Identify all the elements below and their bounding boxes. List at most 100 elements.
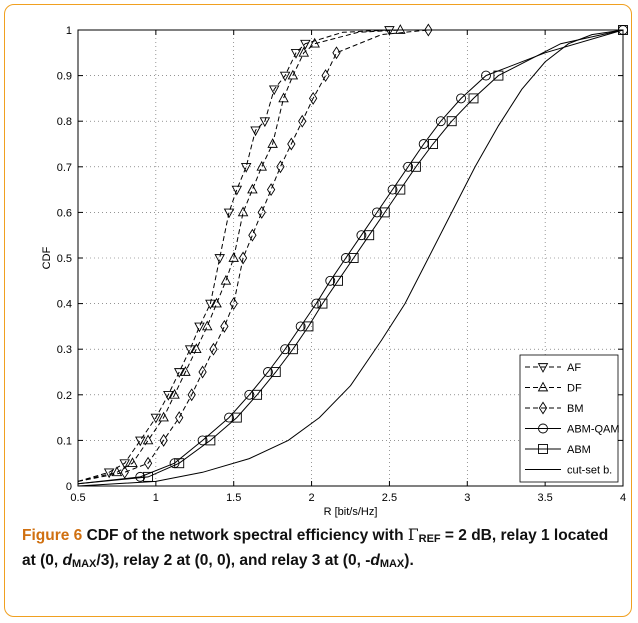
data-point-marker — [238, 251, 248, 265]
data-point-marker — [356, 230, 367, 241]
data-point-marker — [537, 381, 549, 392]
data-point-marker — [237, 206, 249, 217]
series-line — [77, 29, 624, 487]
data-point-marker — [205, 299, 216, 310]
y-tick-label: 0.5 — [57, 253, 72, 265]
series-bm — [77, 23, 433, 482]
data-point-marker — [197, 435, 208, 446]
data-point-marker — [395, 24, 406, 34]
series-df — [77, 24, 406, 482]
y-tick-label: 0.9 — [57, 71, 72, 83]
data-point-marker — [163, 390, 174, 401]
data-point-marker — [220, 319, 229, 333]
data-point-marker — [267, 138, 278, 148]
data-point-marker — [187, 388, 196, 402]
data-point-marker — [372, 207, 382, 218]
data-point-marker — [135, 436, 146, 447]
y-tick-label: 0.7 — [57, 162, 72, 174]
data-point-marker — [184, 345, 196, 356]
data-point-marker — [120, 465, 129, 479]
data-point-marker — [446, 116, 457, 127]
data-point-marker — [231, 412, 242, 423]
x-tick-label: 3.5 — [537, 492, 552, 504]
data-point-marker — [300, 39, 311, 50]
data-point-marker — [303, 321, 314, 332]
data-point-marker — [538, 401, 548, 415]
data-point-marker — [379, 207, 390, 218]
x-axis-label: R [bit/s/Hz] — [324, 506, 378, 518]
data-point-marker — [150, 413, 162, 424]
data-point-marker — [278, 92, 289, 103]
data-point-marker — [224, 412, 234, 423]
cdf-chart: 0.5 1 1.5 2 2.5 3 3.5 4 0 0.1 0.2 0.3 0.4 0.5 0.6 0.7 0.… — [41, 23, 628, 518]
tick-layer: 0.5 1 1.5 2 2.5 3 3.5 4 0 0.1 0.2 0.3 0.4 0.5 0.6 0.7 0.… — [57, 25, 626, 504]
data-point-marker — [538, 423, 548, 434]
data-point-marker — [257, 205, 266, 219]
series-cut-set-b — [77, 29, 624, 487]
data-point-marker — [298, 114, 307, 128]
data-point-marker — [256, 160, 267, 171]
data-point-marker — [424, 23, 433, 37]
data-point-marker — [111, 466, 123, 477]
data-point-marker — [250, 126, 261, 137]
data-point-marker — [387, 184, 398, 195]
data-point-marker — [538, 444, 548, 454]
data-point-marker — [348, 253, 359, 263]
data-point-marker — [287, 137, 296, 151]
caption-gamma-symbol: Γ — [407, 526, 419, 544]
series-line — [77, 29, 624, 485]
x-tick-label: 4 — [620, 492, 626, 504]
data-point-marker — [481, 70, 491, 81]
caption-text-2: = 2 dB, relay 1 located at (0, — [22, 527, 609, 569]
data-point-marker — [298, 46, 310, 57]
data-point-marker — [240, 162, 252, 173]
data-point-marker — [403, 161, 414, 172]
x-tick-label: 0.5 — [70, 492, 85, 504]
data-point-marker — [252, 389, 263, 400]
data-point-marker — [247, 183, 258, 194]
data-point-marker — [173, 368, 185, 378]
data-point-marker — [395, 184, 406, 195]
data-point-marker — [248, 228, 257, 242]
data-point-marker — [174, 458, 185, 469]
data-point-marker — [205, 435, 216, 446]
data-point-marker — [308, 91, 318, 105]
data-point-marker — [214, 254, 225, 264]
x-tick-label: 1.5 — [226, 492, 241, 504]
data-point-marker — [428, 139, 438, 149]
data-point-marker — [332, 46, 341, 60]
data-point-marker — [159, 433, 168, 447]
data-point-marker — [309, 37, 320, 48]
y-tick-label: 0 — [66, 481, 72, 493]
legend-label: ABM-QAM — [567, 424, 620, 436]
data-point-marker — [279, 71, 291, 82]
y-tick-label: 0.6 — [57, 207, 72, 219]
caption-d-subscript-1: MAX — [71, 558, 97, 570]
data-point-marker — [266, 183, 276, 197]
data-point-marker — [287, 344, 298, 355]
data-point-marker — [268, 85, 280, 96]
legend-label: DF — [567, 383, 582, 395]
caption-figure-number: Figure 6 — [22, 527, 83, 544]
y-tick-label: 0.1 — [57, 435, 72, 447]
data-point-marker — [311, 298, 322, 309]
data-point-marker — [211, 297, 222, 308]
data-point-marker — [493, 70, 504, 81]
series-af — [77, 26, 395, 482]
data-point-marker — [191, 343, 202, 354]
data-point-marker — [229, 297, 238, 311]
x-tick-label: 3 — [464, 492, 470, 504]
data-point-marker — [290, 48, 302, 59]
data-point-marker — [180, 366, 191, 376]
figure-caption: Figure 6 CDF of the network spectral eff… — [22, 524, 622, 575]
data-point-marker — [231, 185, 243, 196]
data-point-marker — [295, 321, 306, 332]
legend-label: ABM — [567, 444, 591, 456]
series-abm — [77, 25, 628, 485]
data-point-marker — [223, 208, 235, 219]
y-tick-label: 0.3 — [57, 344, 72, 356]
legend-box — [519, 354, 619, 483]
data-point-marker — [456, 93, 467, 104]
caption-text-3: /3), relay 2 at (0, 0), and relay 3 at (… — [96, 552, 371, 569]
data-point-marker — [410, 161, 421, 172]
